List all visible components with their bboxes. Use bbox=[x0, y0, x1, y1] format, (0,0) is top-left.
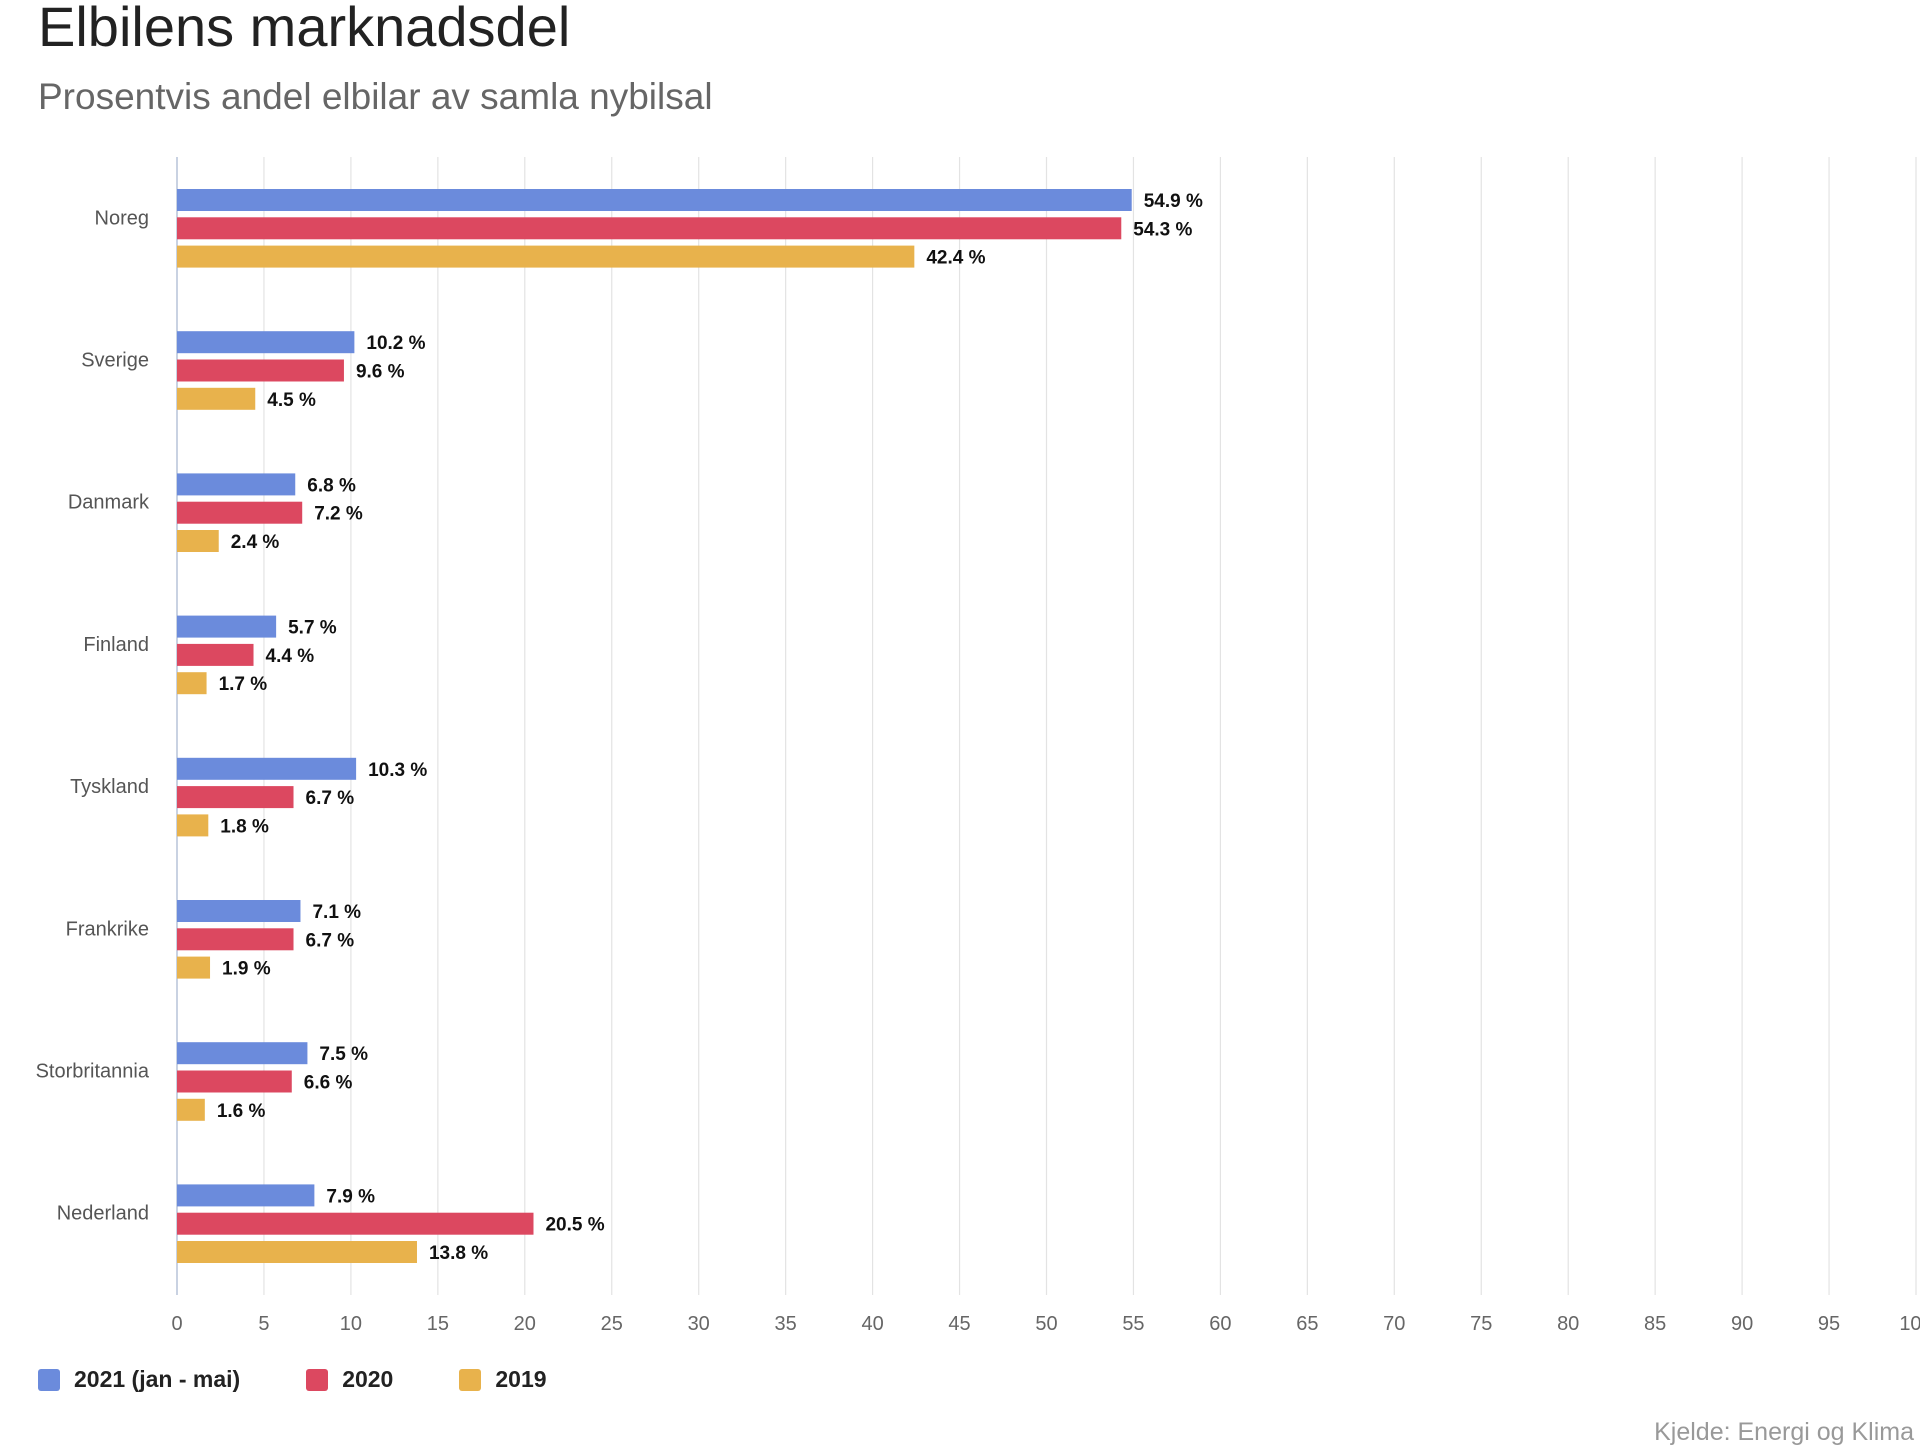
data-label: 1.9 % bbox=[222, 959, 271, 980]
category-label-group: Noreg Sverige Danmark Finland Tyskland Frankr… bbox=[36, 207, 150, 1224]
x-tick-label: 0 bbox=[171, 1313, 182, 1335]
bar-chart: 54.9 % 54.3 % 42.4 % 10.2 % 9.6 % 4.5 % 6.8 % 7… bbox=[36, 157, 1920, 1335]
data-label: 9.6 % bbox=[356, 362, 405, 383]
bar-group bbox=[177, 189, 1132, 1263]
x-tick-label: 65 bbox=[1296, 1313, 1318, 1335]
data-label: 1.6 % bbox=[217, 1101, 266, 1122]
x-tick-label: 30 bbox=[688, 1313, 710, 1335]
bar bbox=[177, 1098, 205, 1121]
bar bbox=[177, 900, 301, 922]
legend-label: 2021 (jan - mai) bbox=[74, 1366, 241, 1392]
data-label: 1.7 % bbox=[219, 674, 268, 695]
x-tick-label: 10 bbox=[340, 1313, 362, 1335]
data-label: 7.2 % bbox=[314, 504, 363, 525]
x-tick-label: 5 bbox=[258, 1313, 269, 1335]
legend-label: 2020 bbox=[342, 1366, 394, 1392]
x-tick-label: 90 bbox=[1731, 1313, 1753, 1335]
legend: 2021 (jan - mai) 2020 2019 bbox=[38, 1366, 613, 1393]
data-label: 5.7 % bbox=[288, 618, 337, 639]
bar bbox=[177, 643, 254, 666]
bar bbox=[177, 217, 1122, 240]
bar bbox=[177, 1212, 534, 1235]
data-label: 54.9 % bbox=[1144, 191, 1203, 212]
x-tick-label: 50 bbox=[1035, 1313, 1057, 1335]
category-label: Storbritannia bbox=[36, 1061, 150, 1083]
category-label: Tyskland bbox=[70, 776, 149, 798]
legend-swatch bbox=[459, 1368, 482, 1391]
legend-item-series-0[interactable]: 2021 (jan - mai) bbox=[38, 1366, 240, 1393]
source-note: Kjelde: Energi og Klima bbox=[1654, 1418, 1914, 1446]
legend-swatch bbox=[38, 1368, 60, 1391]
data-label: 7.9 % bbox=[326, 1186, 375, 1207]
category-label: Noreg bbox=[95, 207, 149, 229]
x-tick-label: 60 bbox=[1209, 1313, 1231, 1335]
bar bbox=[177, 189, 1132, 211]
data-label: 10.3 % bbox=[368, 760, 427, 781]
bar bbox=[177, 530, 219, 552]
bar bbox=[177, 501, 303, 524]
data-label-group: 54.9 % 54.3 % 42.4 % 10.2 % 9.6 % 4.5 % 6.8 % 7… bbox=[217, 191, 1203, 1264]
data-label: 4.5 % bbox=[267, 390, 316, 411]
chart-subtitle: Prosentvis andel elbilar av samla nybils… bbox=[38, 76, 713, 117]
x-tick-label: 20 bbox=[514, 1313, 536, 1335]
bar bbox=[177, 928, 294, 951]
data-label: 7.1 % bbox=[312, 902, 361, 923]
bar bbox=[177, 786, 294, 809]
bar bbox=[177, 615, 277, 638]
data-label: 42.4 % bbox=[926, 248, 985, 269]
data-label: 20.5 % bbox=[545, 1215, 604, 1236]
x-tick-label: 40 bbox=[861, 1313, 883, 1335]
bar bbox=[177, 814, 209, 837]
data-label: 13.8 % bbox=[429, 1243, 488, 1264]
data-label: 7.5 % bbox=[319, 1044, 368, 1065]
category-label: Finland bbox=[83, 634, 149, 656]
bar bbox=[177, 473, 296, 496]
category-label: Sverige bbox=[81, 350, 149, 372]
x-tick-label: 55 bbox=[1122, 1313, 1144, 1335]
data-label: 6.8 % bbox=[307, 475, 356, 496]
x-tick-label: 75 bbox=[1470, 1313, 1492, 1335]
data-label: 6.7 % bbox=[306, 788, 355, 809]
bar bbox=[177, 245, 915, 268]
bar bbox=[177, 1042, 308, 1065]
x-tick-label-group: 0 5 10 15 20 25 30 35 40 45 50 55 60 65 70 75 80 85 90 95 10… bbox=[171, 1313, 1920, 1335]
bar bbox=[177, 956, 211, 979]
data-label: 2.4 % bbox=[231, 532, 280, 553]
bar bbox=[177, 1184, 315, 1207]
category-label: Danmark bbox=[68, 492, 150, 514]
bar bbox=[177, 672, 207, 695]
x-tick-label: 80 bbox=[1557, 1313, 1579, 1335]
bar bbox=[177, 359, 344, 382]
x-tick-label: 15 bbox=[427, 1313, 449, 1335]
x-tick-label: 35 bbox=[775, 1313, 797, 1335]
category-label: Nederland bbox=[57, 1203, 149, 1225]
data-label: 1.8 % bbox=[220, 816, 269, 837]
data-label: 6.6 % bbox=[304, 1073, 353, 1094]
bar bbox=[177, 331, 355, 354]
chart-title: Elbilens marknadsdel bbox=[38, 0, 571, 58]
x-tick-label: 85 bbox=[1644, 1313, 1666, 1335]
legend-swatch bbox=[306, 1368, 329, 1391]
data-label: 4.4 % bbox=[266, 646, 315, 667]
legend-item-series-2[interactable]: 2019 bbox=[459, 1366, 547, 1393]
data-label: 10.2 % bbox=[366, 333, 425, 354]
legend-item-series-1[interactable]: 2020 bbox=[306, 1366, 393, 1393]
legend-label: 2019 bbox=[495, 1366, 547, 1392]
data-label: 6.7 % bbox=[306, 930, 355, 951]
category-label: Frankrike bbox=[66, 918, 149, 940]
x-tick-label: 25 bbox=[601, 1313, 623, 1335]
x-tick-label: 95 bbox=[1818, 1313, 1840, 1335]
data-label: 54.3 % bbox=[1133, 219, 1192, 240]
bar bbox=[177, 387, 256, 410]
bar bbox=[177, 757, 357, 780]
grid-lines bbox=[176, 157, 1917, 1295]
x-tick-label: 70 bbox=[1383, 1313, 1405, 1335]
x-tick-label: 45 bbox=[948, 1313, 970, 1335]
bar bbox=[177, 1070, 292, 1093]
x-tick-label: 100 bbox=[1899, 1313, 1920, 1335]
bar bbox=[177, 1241, 417, 1263]
